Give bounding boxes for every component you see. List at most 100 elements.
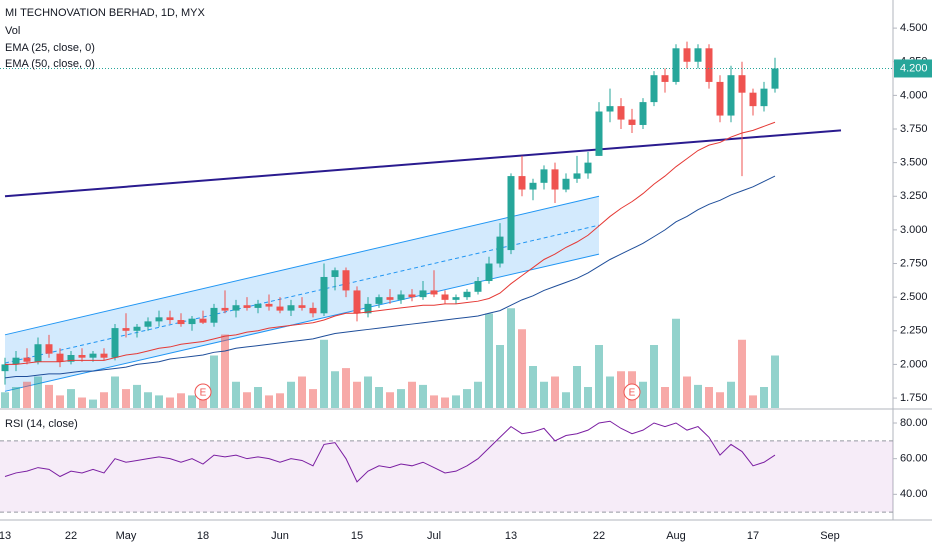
price-tick-label: 3.500 <box>900 157 928 169</box>
candle-body <box>45 344 53 354</box>
volume-bar <box>364 376 372 408</box>
candle-body <box>100 353 108 358</box>
volume-bar <box>353 381 361 408</box>
ema-line <box>4 175 776 379</box>
volume-bar <box>705 387 713 408</box>
volume-bar <box>661 387 669 408</box>
volume-bar <box>177 393 185 408</box>
candle-body <box>716 81 724 116</box>
volume-bar <box>672 318 680 408</box>
candle-body <box>34 344 42 362</box>
candle-body <box>221 307 229 311</box>
volume-bar <box>254 387 262 408</box>
price-tick-label: 1.750 <box>900 392 928 404</box>
candle-body <box>166 317 174 321</box>
price-tick-label: 3.750 <box>900 123 928 135</box>
candle-body <box>628 119 636 125</box>
channel-upper <box>4 195 600 336</box>
candle-body <box>771 68 779 89</box>
legend-ema50: EMA (50, close, 0) <box>5 58 95 70</box>
volume-bar <box>595 345 603 408</box>
volume-bar <box>276 393 284 408</box>
volume-bar <box>419 384 427 408</box>
volume-bar <box>100 392 108 408</box>
candle-body <box>760 88 768 107</box>
candle-body <box>243 305 251 308</box>
earnings-label: E <box>629 388 636 399</box>
rsi-band <box>0 440 893 513</box>
time-tick-label: 18 <box>197 530 209 542</box>
price-tick-label: 3.250 <box>900 190 928 202</box>
candle-body <box>386 297 394 300</box>
price-tick-label: 2.250 <box>900 325 928 337</box>
candle-body <box>705 48 713 82</box>
time-tick-label: Sep <box>820 530 840 542</box>
trendline <box>4 129 842 198</box>
volume-bar <box>694 384 702 408</box>
volume-bar <box>287 381 295 408</box>
candle-body <box>518 176 526 190</box>
volume-bar <box>518 329 526 408</box>
volume-bar <box>232 381 240 408</box>
plot-area: 4.5004.2504.0003.7503.5003.2503.0002.750… <box>0 22 932 542</box>
volume-bar <box>540 381 548 408</box>
candle-body <box>188 318 196 325</box>
candle-body <box>199 318 207 323</box>
volume-bar <box>430 395 438 408</box>
candle-body <box>353 290 361 314</box>
volume-bar <box>606 376 614 408</box>
candle-body <box>441 294 449 300</box>
volume-bar <box>463 389 471 408</box>
volume-bar <box>617 371 625 408</box>
candle-body <box>595 111 603 156</box>
candle-body <box>144 321 152 327</box>
candle-body <box>309 307 317 314</box>
volume-bar <box>485 313 493 408</box>
volume-bar <box>45 384 53 408</box>
volume-bar <box>188 395 196 408</box>
volume-bar <box>56 395 64 408</box>
candle-body <box>78 354 86 358</box>
candle-body <box>749 92 757 107</box>
candle-body <box>89 353 97 358</box>
price-tick-label: 2.500 <box>900 291 928 303</box>
candle-body <box>584 162 592 174</box>
rsi-tick-label: 80.00 <box>900 417 928 429</box>
candle-body <box>265 303 273 307</box>
candle-body <box>210 307 218 323</box>
volume-bar <box>166 397 174 408</box>
volume-bar <box>650 345 658 408</box>
candle-body <box>12 357 20 365</box>
volume-bar <box>584 387 592 408</box>
candle-body <box>408 294 416 298</box>
candle-body <box>133 326 141 331</box>
volume-bar <box>34 376 42 408</box>
price-tick-label: 3.000 <box>900 224 928 236</box>
volume-bar <box>474 381 482 408</box>
candle-body <box>331 270 339 277</box>
volume-bar <box>738 339 746 408</box>
chart-title: MI TECHNOVATION BERHAD, 1D, MYX <box>5 7 206 19</box>
candle-body <box>507 176 515 251</box>
volume-bar <box>89 399 97 408</box>
volume-bar <box>375 387 383 408</box>
volume-bar <box>507 308 515 408</box>
volume-bar <box>155 395 163 408</box>
candle-body <box>276 306 284 311</box>
candle-body <box>738 75 746 93</box>
candle-body <box>320 276 328 314</box>
time-tick-label: Jun <box>271 530 289 542</box>
volume-bar <box>12 387 20 408</box>
volume-bar <box>144 392 152 408</box>
time-tick-label: Aug <box>666 530 686 542</box>
candle-body <box>23 357 31 362</box>
candle-body <box>287 305 295 311</box>
price-tick-label: 4.500 <box>900 22 928 34</box>
candle-body <box>342 270 350 291</box>
last-price-label: 4.200 <box>900 62 928 74</box>
candle-body <box>298 305 306 308</box>
volume-bar <box>23 381 31 408</box>
candle-body <box>661 75 669 82</box>
